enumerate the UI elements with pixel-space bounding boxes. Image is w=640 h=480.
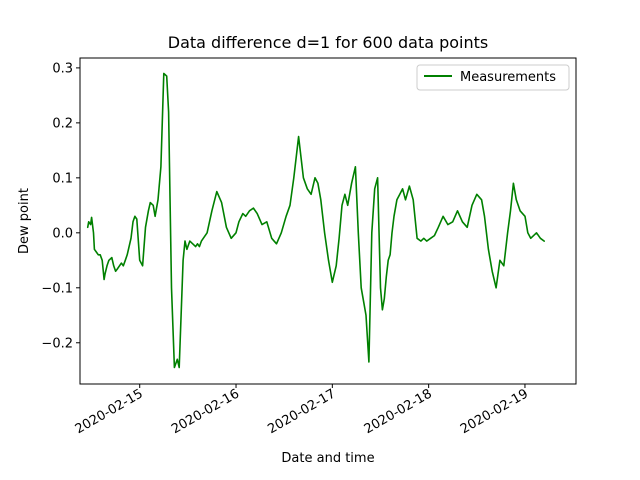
legend: Measurements <box>416 64 570 91</box>
y-tick-label: 0.2 <box>52 116 73 131</box>
y-tick-label: 0.0 <box>52 226 73 241</box>
y-axis-title: Dew point <box>17 188 32 254</box>
y-tick-label: 0.3 <box>52 61 73 76</box>
y-tick-label: −0.2 <box>41 336 73 351</box>
chart-title: Data difference d=1 for 600 data points <box>168 33 489 52</box>
x-axis-title: Date and time <box>281 451 374 466</box>
y-tick-label: 0.1 <box>52 171 73 186</box>
legend-box <box>416 64 570 91</box>
series-line-measurements <box>86 72 546 369</box>
y-tick-label: −0.1 <box>41 281 73 296</box>
legend-label: Measurements <box>460 70 556 85</box>
plot-frame <box>79 57 577 385</box>
